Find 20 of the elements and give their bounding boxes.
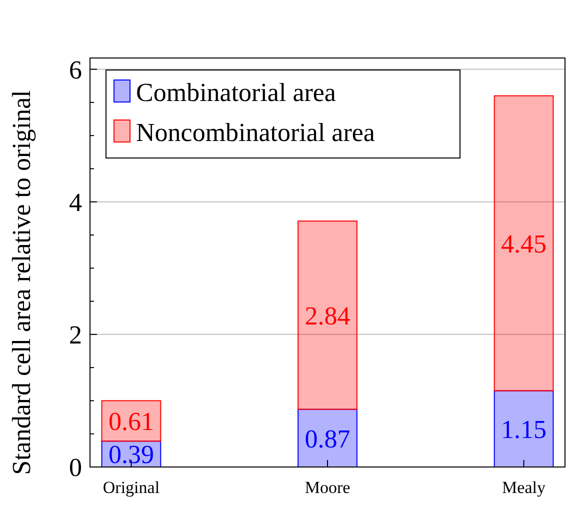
bar [298,408,358,468]
data-label: 0.87 [304,424,350,454]
y-tick-label: 2 [69,320,82,350]
data-label: 1.15 [501,414,547,444]
y-tick-label: 6 [69,55,82,84]
bar [298,220,358,410]
y-tick-label: 0 [69,453,82,482]
bar [494,95,554,392]
data-label: 0.39 [108,440,154,470]
x-tick-label: Mealy [502,478,546,497]
data-label: 0.61 [108,407,154,436]
y-axis-title: Standard cell area relative to original [7,90,36,475]
x-tick-label: Moore [304,478,350,497]
data-label: 4.45 [501,229,547,258]
data-label: 2.84 [304,301,350,330]
bar [494,390,554,468]
legend-label: Combinatorial area [136,78,336,108]
legend-label: Noncombinatorial area [136,118,376,148]
y-tick-label: 4 [69,188,82,217]
x-tick-label: Original [102,478,160,497]
